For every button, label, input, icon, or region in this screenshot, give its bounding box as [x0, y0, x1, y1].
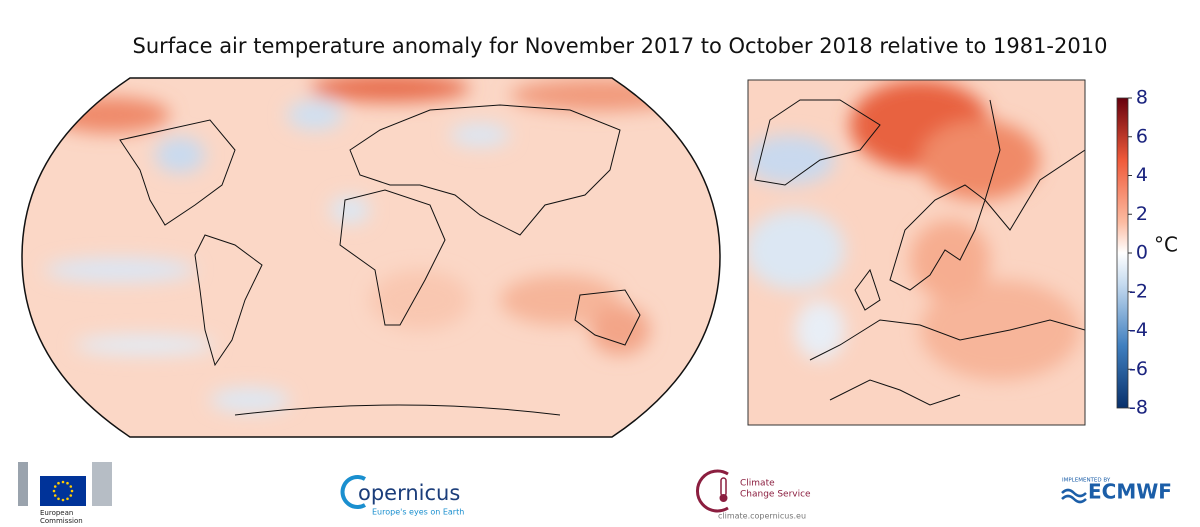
eu-star	[70, 489, 74, 493]
eu-star	[61, 498, 65, 502]
colorbar-tick-label: 6	[1136, 125, 1148, 147]
colorbar-unit: °C	[1154, 233, 1178, 257]
logo-copernicus: opernicus Europe's eyes on Earth	[340, 475, 464, 517]
logo-ecmwf: IMPLEMENTED BY ECMWF	[1061, 478, 1172, 504]
eu-star	[61, 480, 65, 484]
eu-star	[53, 485, 57, 488]
colorbar-tick-label: 2	[1136, 203, 1148, 225]
colorbar-tick-label: -6	[1129, 358, 1148, 380]
logo-text: climate.copernicus.eu	[718, 512, 806, 521]
logo-text: ECMWF	[1088, 480, 1172, 504]
eu-star	[57, 497, 60, 501]
colorbar-tick-label: -4	[1129, 319, 1148, 341]
colorbar-ramp	[1116, 97, 1129, 409]
eu-star	[66, 497, 69, 501]
map-title: Surface air temperature anomaly for Nove…	[133, 34, 1108, 58]
eu-star	[66, 481, 69, 485]
logo-text: Commission	[40, 517, 83, 525]
colorbar-tick-label: 4	[1136, 164, 1148, 186]
colorbar-tick-label: -8	[1129, 397, 1148, 419]
colorbar-tick-label: 8	[1136, 87, 1148, 109]
logo-text: European	[40, 509, 73, 517]
logo-text: Europe's eyes on Earth	[372, 508, 464, 517]
colorbar: 8 6 4 2 0 -2 -4 -6 -8	[1116, 87, 1148, 419]
eu-star	[69, 485, 73, 488]
logo-text: Climate	[740, 479, 775, 489]
eu-star	[53, 494, 57, 497]
colorbar-tick-label: -2	[1129, 280, 1148, 302]
logo-climate-change-service: Climate Change Service climate.copernicu…	[696, 469, 811, 521]
colorbar-tick-label: 0	[1136, 242, 1148, 264]
logo-text: IMPLEMENTED BY	[1062, 478, 1111, 484]
logo-text: Change Service	[740, 490, 811, 500]
logo-text: opernicus	[358, 481, 460, 505]
logo-european-commission: European Commission	[18, 462, 112, 525]
europe-map	[748, 80, 1085, 425]
europe-map-border	[747, 79, 1086, 426]
world-map	[22, 78, 720, 437]
world-map-border	[21, 77, 721, 438]
eu-star	[69, 494, 73, 497]
eu-star	[57, 481, 60, 485]
eu-star	[52, 489, 56, 493]
